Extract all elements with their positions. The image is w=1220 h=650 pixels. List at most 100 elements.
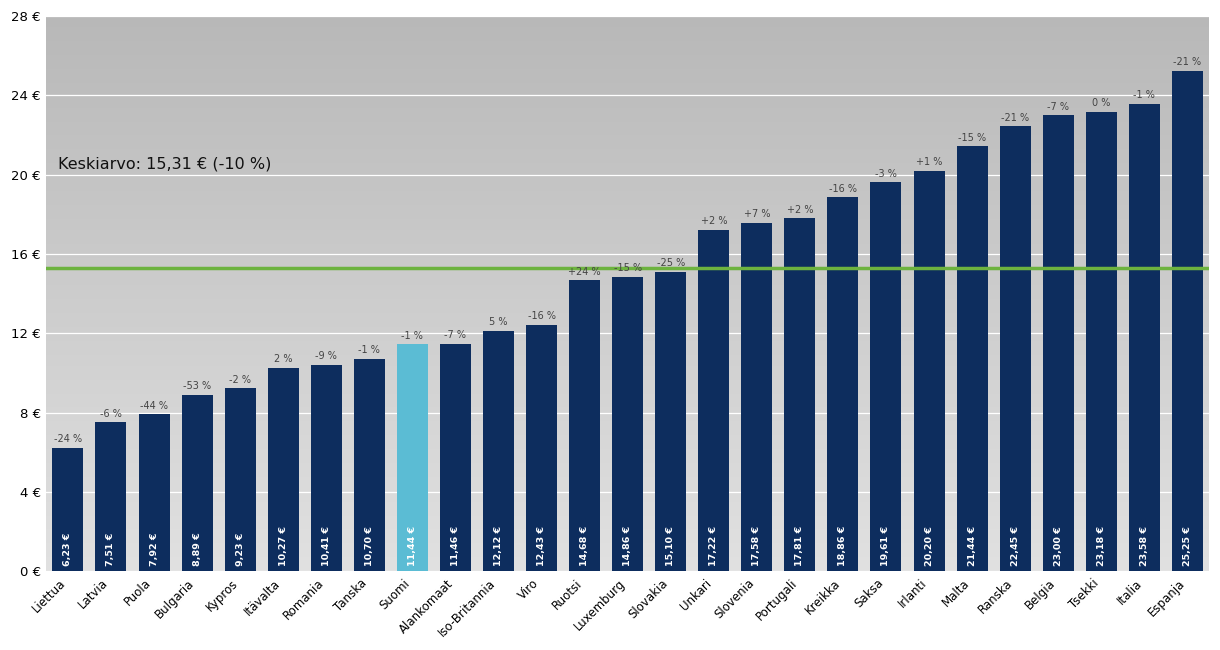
Bar: [698, 230, 730, 571]
Bar: [742, 223, 772, 571]
Bar: [46, 430, 1209, 432]
Bar: [46, 485, 1209, 488]
Bar: [46, 19, 1209, 21]
Bar: [46, 216, 1209, 218]
Bar: [46, 202, 1209, 205]
Bar: [46, 60, 1209, 63]
Bar: [46, 255, 1209, 257]
Bar: [46, 233, 1209, 235]
Bar: [46, 213, 1209, 216]
Bar: [46, 69, 1209, 72]
Text: 6,23 €: 6,23 €: [63, 533, 72, 566]
Bar: [182, 395, 212, 571]
Bar: [46, 174, 1209, 177]
Text: -16 %: -16 %: [527, 311, 555, 321]
Text: +2 %: +2 %: [787, 205, 813, 214]
Bar: [46, 146, 1209, 150]
Bar: [46, 460, 1209, 463]
Bar: [46, 86, 1209, 88]
Bar: [46, 102, 1209, 105]
Bar: [46, 410, 1209, 413]
Bar: [46, 519, 1209, 521]
Bar: [46, 432, 1209, 435]
Bar: [46, 119, 1209, 122]
Text: 17,58 €: 17,58 €: [753, 526, 761, 566]
Bar: [1172, 71, 1203, 571]
Bar: [46, 402, 1209, 404]
Bar: [46, 105, 1209, 108]
Bar: [46, 355, 1209, 358]
Text: Keskiarvo: 15,31 € (-10 %): Keskiarvo: 15,31 € (-10 %): [59, 157, 271, 172]
Bar: [46, 493, 1209, 496]
Bar: [46, 463, 1209, 465]
Bar: [46, 476, 1209, 480]
Bar: [46, 299, 1209, 302]
Bar: [46, 246, 1209, 249]
Bar: [46, 108, 1209, 111]
Bar: [1086, 112, 1116, 571]
Bar: [46, 313, 1209, 316]
Bar: [46, 150, 1209, 152]
Bar: [354, 359, 384, 571]
Bar: [46, 222, 1209, 224]
Bar: [46, 88, 1209, 91]
Text: -1 %: -1 %: [359, 345, 381, 356]
Text: 14,86 €: 14,86 €: [623, 526, 632, 566]
Text: +24 %: +24 %: [569, 266, 601, 276]
Bar: [46, 99, 1209, 102]
Text: -2 %: -2 %: [229, 374, 251, 385]
Bar: [1128, 104, 1160, 571]
Bar: [46, 257, 1209, 260]
Text: 15,10 €: 15,10 €: [666, 526, 675, 566]
Bar: [46, 305, 1209, 307]
Bar: [46, 268, 1209, 272]
Bar: [46, 191, 1209, 194]
Text: 5 %: 5 %: [489, 317, 508, 328]
Bar: [956, 146, 987, 571]
Text: -1 %: -1 %: [401, 331, 423, 341]
Text: -7 %: -7 %: [1047, 101, 1069, 112]
Bar: [440, 344, 471, 571]
Bar: [46, 449, 1209, 452]
Bar: [46, 130, 1209, 133]
Bar: [46, 568, 1209, 571]
Bar: [46, 196, 1209, 200]
Bar: [46, 30, 1209, 32]
Bar: [46, 235, 1209, 238]
Text: 11,46 €: 11,46 €: [451, 526, 460, 566]
Bar: [46, 185, 1209, 188]
Bar: [46, 55, 1209, 58]
Bar: [46, 211, 1209, 213]
Bar: [46, 521, 1209, 524]
Text: 23,58 €: 23,58 €: [1139, 526, 1149, 566]
Bar: [46, 230, 1209, 233]
Bar: [46, 285, 1209, 288]
Bar: [46, 413, 1209, 416]
Bar: [46, 288, 1209, 291]
Bar: [46, 526, 1209, 530]
Bar: [46, 535, 1209, 538]
Bar: [46, 360, 1209, 363]
Bar: [46, 560, 1209, 563]
Bar: [46, 83, 1209, 86]
Bar: [46, 416, 1209, 419]
Bar: [46, 58, 1209, 60]
Bar: [46, 183, 1209, 185]
Bar: [46, 127, 1209, 130]
Text: 2 %: 2 %: [274, 354, 293, 364]
Bar: [46, 138, 1209, 141]
Bar: [46, 172, 1209, 174]
Bar: [569, 280, 600, 571]
Text: -21 %: -21 %: [1174, 57, 1202, 67]
Bar: [46, 97, 1209, 99]
Bar: [46, 113, 1209, 116]
Bar: [46, 47, 1209, 49]
Bar: [46, 177, 1209, 180]
Text: -16 %: -16 %: [828, 184, 856, 194]
Bar: [46, 321, 1209, 324]
Bar: [827, 198, 859, 571]
Text: 7,51 €: 7,51 €: [106, 533, 116, 566]
Bar: [46, 135, 1209, 138]
Bar: [46, 335, 1209, 338]
Text: 10,27 €: 10,27 €: [278, 526, 288, 566]
